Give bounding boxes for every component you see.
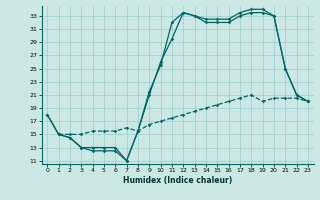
X-axis label: Humidex (Indice chaleur): Humidex (Indice chaleur) [123, 176, 232, 185]
